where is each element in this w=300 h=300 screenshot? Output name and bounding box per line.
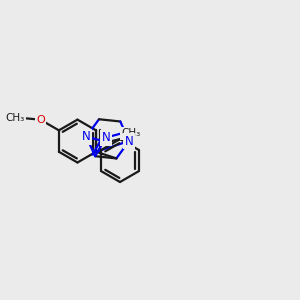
Text: N: N bbox=[101, 131, 110, 144]
Text: CH₃: CH₃ bbox=[5, 113, 24, 123]
Text: O: O bbox=[36, 115, 45, 124]
Text: N: N bbox=[124, 135, 134, 148]
Text: N: N bbox=[82, 130, 91, 143]
Text: CH₃: CH₃ bbox=[121, 128, 141, 138]
